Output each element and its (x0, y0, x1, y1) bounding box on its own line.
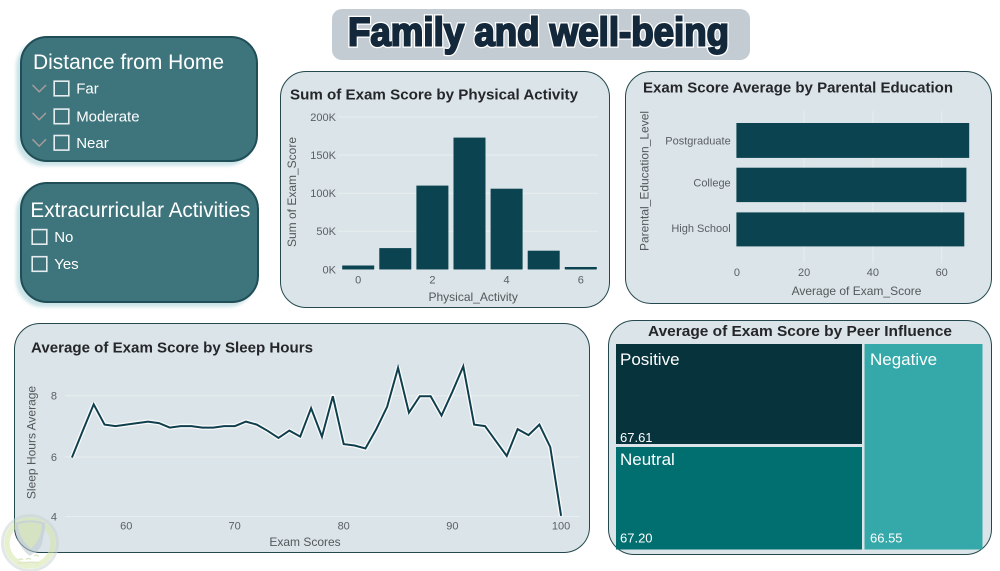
svg-text:Family and well-being: Family and well-being (348, 10, 729, 54)
svg-text:0: 0 (355, 274, 361, 286)
svg-text:Exam Scores: Exam Scores (269, 535, 340, 549)
svg-text:60: 60 (936, 267, 948, 279)
svg-text:Family and well-being: Family and well-being (348, 10, 729, 54)
svg-text:2: 2 (429, 274, 435, 286)
svg-text:100K: 100K (310, 188, 336, 200)
svg-text:100: 100 (551, 520, 569, 532)
svg-text:70: 70 (228, 520, 240, 532)
svg-text:Sum of Exam_Score: Sum of Exam_Score (285, 136, 299, 246)
svg-text:Physical_Activity: Physical_Activity (429, 290, 518, 304)
svg-text:90: 90 (446, 520, 458, 532)
svg-text:6: 6 (50, 452, 56, 464)
svg-text:150K: 150K (310, 149, 336, 161)
svg-text:Average of Exam Score by Peer: Average of Exam Score by Peer Influence (648, 323, 952, 340)
svg-text:67.61: 67.61 (620, 430, 653, 445)
svg-text:Distance from Home: Distance from Home (33, 51, 224, 74)
svg-text:High School: High School (671, 223, 730, 235)
svg-text:Exam Score Average by Parental: Exam Score Average by Parental Education (643, 80, 953, 97)
svg-text:Average of Exam Score by Sleep: Average of Exam Score by Sleep Hours (31, 339, 313, 356)
svg-text:Near: Near (76, 135, 109, 152)
svg-text:Neutral: Neutral (620, 450, 675, 469)
svg-text:4: 4 (504, 274, 510, 286)
svg-text:4: 4 (50, 511, 56, 523)
svg-text:Sum of Exam Score by Physical: Sum of Exam Score by Physical Activity (290, 86, 579, 103)
svg-text:College: College (693, 178, 730, 190)
svg-text:Far: Far (76, 81, 99, 98)
svg-text:Yes: Yes (54, 256, 78, 273)
svg-text:Moderate: Moderate (76, 108, 139, 125)
svg-text:0K: 0K (323, 264, 337, 276)
svg-text:8: 8 (50, 391, 56, 403)
svg-text:67.20: 67.20 (620, 530, 653, 545)
svg-text:40: 40 (867, 267, 879, 279)
svg-text:66.55: 66.55 (870, 530, 903, 545)
svg-text:Negative: Negative (870, 350, 937, 369)
svg-text:Extracurricular Activities: Extracurricular Activities (30, 199, 250, 222)
svg-text:No: No (54, 228, 73, 245)
svg-text:Positive: Positive (620, 350, 680, 369)
svg-text:60: 60 (120, 520, 132, 532)
svg-text:20: 20 (798, 267, 810, 279)
svg-text:Average of Exam_Score: Average of Exam_Score (792, 284, 922, 298)
svg-text:50K: 50K (316, 226, 336, 238)
svg-text:Postgraduate: Postgraduate (665, 136, 730, 148)
svg-text:200K: 200K (310, 111, 336, 123)
svg-text:Parental_Education_Level: Parental_Education_Level (637, 111, 651, 251)
svg-text:6: 6 (578, 274, 584, 286)
svg-text:80: 80 (337, 520, 349, 532)
svg-text:Sleep Hours Average: Sleep Hours Average (24, 386, 38, 500)
svg-text:0: 0 (734, 267, 740, 279)
